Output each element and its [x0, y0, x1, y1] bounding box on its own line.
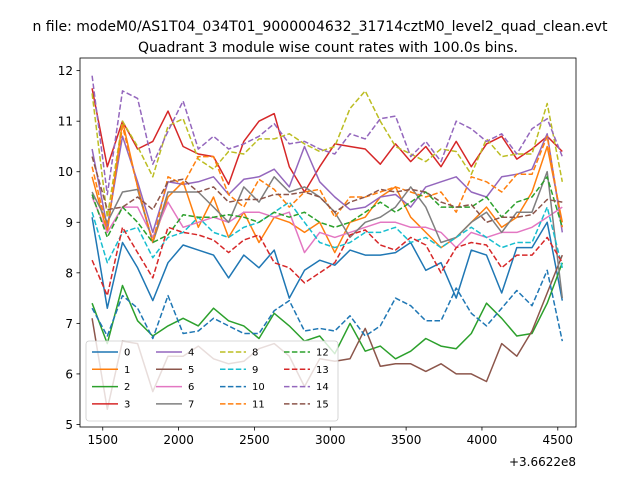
legend-box — [85, 340, 339, 422]
x-tick-label: 2500 — [239, 433, 270, 447]
y-tick-label: 10 — [58, 165, 73, 179]
legend-label-13: 13 — [316, 365, 329, 376]
y-tick-label: 12 — [58, 64, 73, 78]
y-tick-label: 11 — [58, 115, 73, 129]
series-line-15 — [91, 156, 563, 224]
x-tick-label: 3000 — [315, 433, 346, 447]
legend-label-9: 9 — [252, 365, 258, 376]
x-axis-offset-label: +3.6622e8 — [509, 455, 576, 469]
legend-label-10: 10 — [252, 382, 265, 393]
axes-frame — [79, 57, 577, 428]
y-tick-label: 7 — [65, 317, 73, 331]
series-line-1 — [91, 120, 564, 254]
y-tick-label: 5 — [65, 418, 73, 432]
series-line-0 — [91, 217, 564, 309]
series-line-13 — [91, 226, 563, 297]
series-line-4 — [91, 133, 564, 234]
legend-label-3: 3 — [124, 399, 130, 410]
x-tick-label: 4000 — [467, 433, 498, 447]
series-line-12 — [91, 176, 564, 244]
y-tick-label: 8 — [65, 266, 73, 280]
y-tick-label: 6 — [65, 367, 73, 381]
figure-suptitle: n file: modeM0/AS1T04_034T01_9000004632_… — [32, 19, 608, 35]
y-tick-label: 9 — [65, 216, 73, 230]
legend-label-12: 12 — [316, 348, 329, 359]
series-line-11 — [91, 125, 564, 244]
legend-label-5: 5 — [188, 365, 194, 376]
legend-label-2: 2 — [124, 382, 130, 393]
series-line-9 — [91, 201, 564, 268]
legend-label-1: 1 — [124, 365, 130, 376]
x-tick-label: 2000 — [163, 433, 194, 447]
legend-label-7: 7 — [188, 399, 194, 410]
legend-label-6: 6 — [188, 382, 194, 393]
series-line-3 — [91, 88, 563, 193]
legend-label-15: 15 — [316, 399, 329, 410]
series-line-14 — [91, 75, 563, 196]
legend-label-0: 0 — [124, 348, 130, 359]
x-tick-label: 1500 — [87, 433, 118, 447]
x-tick-label: 4500 — [543, 433, 574, 447]
legend-label-8: 8 — [252, 348, 258, 359]
chart-title: Quadrant 3 module wise count rates with … — [138, 40, 518, 56]
x-tick-label: 3500 — [391, 433, 422, 447]
legend-label-4: 4 — [188, 348, 194, 359]
legend-label-14: 14 — [316, 382, 329, 393]
legend-label-11: 11 — [252, 399, 265, 410]
series-line-10 — [91, 269, 564, 342]
